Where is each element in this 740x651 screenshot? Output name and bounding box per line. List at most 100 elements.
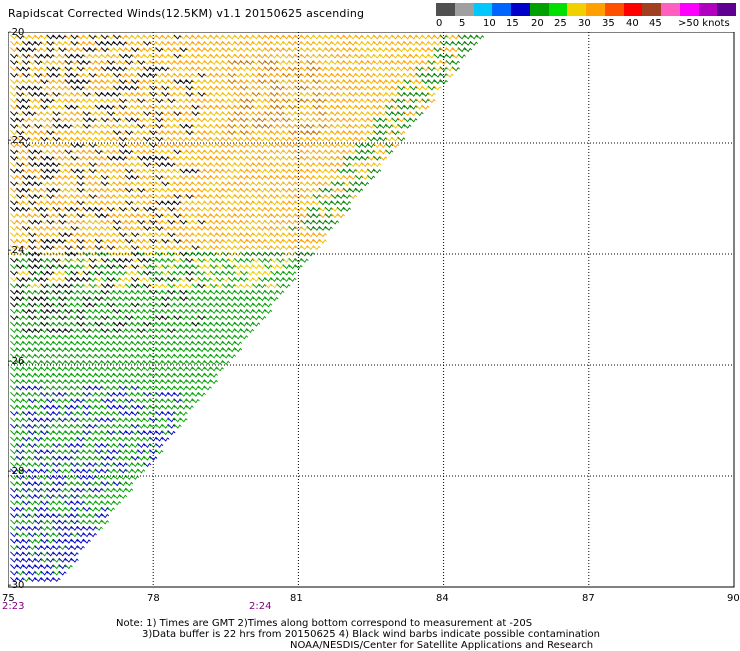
wind-barb: [34, 283, 43, 289]
wind-barb: [270, 219, 279, 225]
wind-barb: [227, 111, 237, 117]
wind-barb: [137, 385, 146, 391]
wind-barb: [239, 213, 249, 219]
wind-barb: [118, 174, 128, 180]
wind-barb: [246, 283, 255, 289]
wind-barb: [367, 79, 376, 85]
wind-barb: [88, 59, 97, 66]
wind-barb: [58, 232, 67, 238]
wind-barb: [294, 40, 303, 46]
wind-barb: [209, 174, 218, 180]
wind-barb: [82, 155, 91, 161]
wind-barb: [76, 525, 85, 531]
wind-barb: [118, 187, 128, 193]
wind-barb: [143, 436, 152, 442]
wind-barb: [324, 123, 333, 129]
wind-barb: [88, 404, 97, 410]
wind-barb: [379, 91, 388, 97]
wind-barb: [239, 53, 249, 59]
wind-barb: [125, 47, 134, 53]
wind-barb: [76, 117, 85, 123]
wind-barb: [239, 123, 249, 129]
wind-barb: [246, 136, 255, 142]
wind-barb: [94, 525, 103, 531]
wind-barb: [258, 91, 267, 97]
wind-barb: [227, 79, 237, 85]
wind-barb: [143, 155, 152, 161]
wind-barb: [58, 85, 67, 91]
wind-barb: [22, 136, 31, 142]
wind-barb: [318, 213, 327, 219]
wind-barb: [179, 149, 188, 155]
wind-barb: [330, 162, 339, 168]
wind-barb: [221, 245, 231, 251]
wind-barb: [112, 289, 122, 295]
wind-barb: [276, 270, 285, 276]
wind-barb: [197, 206, 206, 212]
wind-barb: [197, 66, 206, 72]
wind-barb: [421, 85, 430, 91]
wind-barb: [131, 398, 140, 404]
wind-barb: [64, 545, 73, 551]
wind-barb: [185, 315, 194, 321]
wind-barb: [34, 538, 43, 544]
wind-barb: [143, 142, 152, 149]
wind-barb: [233, 155, 243, 161]
wind-barb: [52, 545, 61, 551]
wind-barb: [403, 111, 412, 117]
wind-barb: [137, 423, 146, 429]
wind-barb: [173, 251, 182, 257]
wind-barb: [409, 66, 418, 72]
wind-barb: [282, 66, 291, 72]
wind-barb: [258, 53, 267, 59]
wind-barb: [64, 308, 73, 314]
legend-label: 40: [626, 18, 639, 29]
wind-barb: [179, 40, 188, 46]
wind-barb: [215, 174, 224, 180]
wind-barb: [106, 187, 116, 193]
wind-barb: [94, 257, 103, 263]
wind-barb: [318, 47, 327, 53]
wind-barb: [318, 168, 327, 174]
wind-barb: [191, 123, 200, 129]
wind-barb: [10, 111, 19, 117]
wind-barb: [125, 442, 134, 449]
wind-barb: [209, 53, 218, 59]
wind-barb: [131, 468, 140, 474]
wind-barb: [88, 245, 97, 251]
wind-barb: [270, 155, 279, 161]
wind-barb: [179, 238, 188, 244]
wind-barb: [131, 219, 140, 225]
wind-barb: [22, 155, 31, 161]
wind-barb: [379, 123, 388, 129]
wind-barb: [233, 302, 243, 308]
wind-barb: [252, 238, 261, 244]
wind-barb: [22, 513, 31, 519]
wind-barb: [360, 85, 370, 91]
wind-barb: [324, 200, 333, 206]
wind-barb: [40, 538, 49, 544]
wind-barb: [34, 232, 43, 238]
wind-barb: [312, 47, 321, 53]
wind-barb: [64, 353, 73, 359]
wind-barb: [58, 66, 67, 72]
wind-barb: [312, 219, 321, 225]
wind-barb: [106, 111, 116, 117]
wind-barb: [64, 538, 73, 544]
wind-barb: [34, 385, 43, 391]
wind-barb: [348, 117, 358, 123]
wind-barb: [312, 206, 321, 212]
wind-barb: [76, 462, 85, 468]
wind-barb: [100, 481, 110, 487]
wind-barb: [252, 213, 261, 219]
wind-barb: [52, 149, 61, 155]
wind-barb: [276, 136, 285, 142]
wind-barb: [52, 85, 61, 91]
wind-barb: [94, 385, 103, 391]
x-tick-78: 78: [147, 593, 160, 604]
wind-barb: [179, 353, 188, 359]
wind-barb: [439, 72, 448, 78]
wind-barb: [155, 391, 164, 397]
wind-barb: [161, 225, 170, 231]
wind-barb: [161, 340, 170, 346]
